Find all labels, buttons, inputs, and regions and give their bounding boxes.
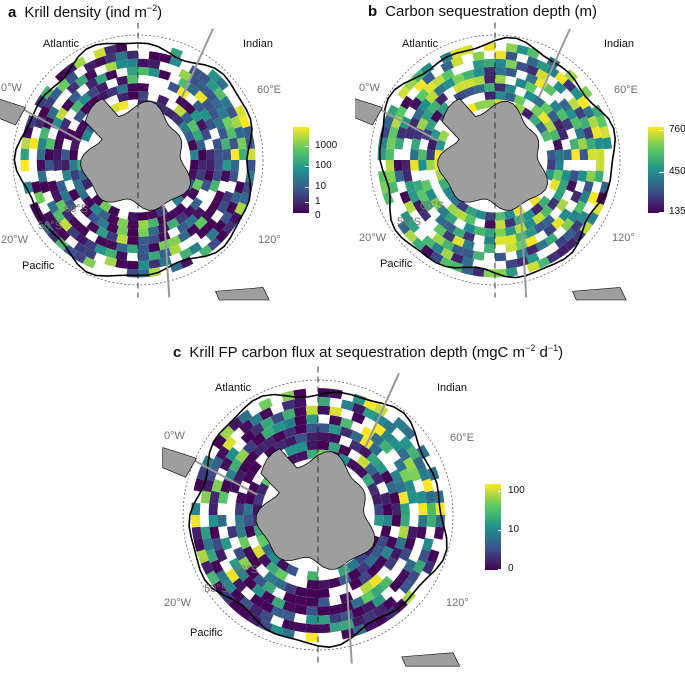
panel-b-map xyxy=(355,22,627,301)
panel-b-pacific-label: Pacific xyxy=(380,258,413,270)
panel-a-tick-0: 0 xyxy=(305,210,321,221)
panel-a-pacific-label: Pacific xyxy=(22,260,55,272)
panel-a-colorbar xyxy=(293,127,309,213)
panel-c-map xyxy=(162,366,461,667)
transect-west xyxy=(12,102,83,143)
data-cells xyxy=(20,43,256,278)
panel-a-lat60: 60°S xyxy=(64,203,88,215)
panel-b-letter: b xyxy=(368,3,378,20)
data-cells xyxy=(377,42,612,278)
panel-c-letter: c xyxy=(173,344,182,361)
front-outline xyxy=(188,391,448,649)
panel-c-tick-10: 10 xyxy=(497,524,520,535)
panel-b-lat60: 60°S xyxy=(420,200,444,212)
panel-c-lon-lowright: 120° xyxy=(446,597,469,609)
transect-north xyxy=(364,372,400,448)
panel-c-lat60: 60°S xyxy=(234,564,258,576)
transect-north xyxy=(180,28,214,98)
panel-c-lon-left: 0°W xyxy=(164,430,185,442)
panel-b-lat50: 50°S xyxy=(397,216,421,228)
panel-b-tick-135: 135 xyxy=(659,206,685,217)
antarctica-landmass xyxy=(255,448,376,570)
panel-a-tick-1: 1 xyxy=(305,196,321,207)
panel-c-lon-lowleft: 20°W xyxy=(164,597,192,609)
transect-west xyxy=(369,102,440,143)
panel-a-title: a Krill density (ind m−2) xyxy=(8,3,163,21)
transect-west xyxy=(182,453,258,496)
australia-landmass xyxy=(401,652,461,667)
panel-a-lat50: 50°S xyxy=(38,220,62,232)
panel-c-pacific-label: Pacific xyxy=(190,627,223,639)
panel-a-tick-10: 10 xyxy=(304,181,327,192)
panel-b-lon-lowleft: 20°W xyxy=(359,232,387,244)
panel-a-tick-100: 100 xyxy=(305,160,332,171)
south-america-landmass xyxy=(355,98,383,126)
panel-c-colorbar xyxy=(485,484,501,570)
panel-c-indian-label: Indian xyxy=(437,382,467,394)
panel-b-lon-right: 60°E xyxy=(614,84,638,96)
transect-south xyxy=(162,197,171,298)
graticule-50s xyxy=(182,379,454,651)
panel-b-atlantic-label: Atlantic xyxy=(402,38,439,50)
panel-b-title: b Carbon sequestration depth (m) xyxy=(368,3,597,20)
south-america-landmass xyxy=(0,99,26,126)
panel-b-lon-lowright: 120° xyxy=(612,232,635,244)
panel-b-colorbar xyxy=(648,127,664,213)
panel-c-atlantic-label: Atlantic xyxy=(215,382,252,394)
australia-landmass xyxy=(572,287,627,301)
transect-north xyxy=(537,28,571,98)
panel-a-lon-left: 0°W xyxy=(1,82,22,94)
panel-c-title: c Krill FP carbon flux at sequestration d… xyxy=(173,343,564,361)
panel-c-lon-right: 60°E xyxy=(450,432,474,444)
panel-b-indian-label: Indian xyxy=(604,38,634,50)
panel-a-letter: a xyxy=(8,4,17,21)
data-cells xyxy=(191,388,445,642)
panel-a-map xyxy=(0,22,270,301)
panel-a-lon-right: 60°E xyxy=(257,84,281,96)
australia-landmass xyxy=(215,287,270,301)
panel-a-atlantic-label: Atlantic xyxy=(43,38,80,50)
panel-a-lon-lowleft: 20°W xyxy=(1,234,29,246)
panel-a-indian-label: Indian xyxy=(243,38,273,50)
panel-a-lon-lowright: 120° xyxy=(258,234,281,246)
transect-south xyxy=(519,197,528,298)
panel-b-tick-760: 760 xyxy=(659,124,685,135)
panel-a-tick-1000: 1000 xyxy=(304,140,338,151)
panel-c-tick-0: 0 xyxy=(498,563,514,574)
panel-b-lon-left: 0°W xyxy=(359,82,380,94)
transect-south xyxy=(344,555,353,664)
south-america-landmass xyxy=(162,447,197,478)
panel-c-tick-100: 100 xyxy=(498,485,525,496)
panel-b-tick-450: 450 xyxy=(659,166,685,177)
panel-c-lat50: 50°S xyxy=(204,583,228,595)
